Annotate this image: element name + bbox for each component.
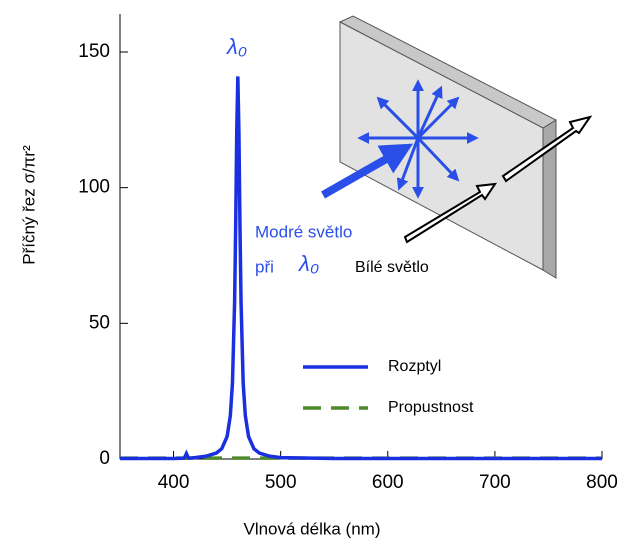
y-tick-label: 150 — [78, 41, 110, 62]
x-tick-label: 700 — [479, 472, 511, 493]
y-tick-label: 50 — [89, 312, 110, 333]
x-tick-label: 600 — [372, 472, 404, 493]
x-tick-label: 400 — [158, 472, 190, 493]
y-tick-label: 0 — [99, 448, 110, 469]
x-axis-label: Vlnová délka (nm) — [243, 519, 380, 538]
peak-label: λ₀ — [226, 34, 247, 59]
x-tick-label: 800 — [586, 472, 618, 493]
x-tick-label: 500 — [265, 472, 297, 493]
inset-illustration — [321, 15, 593, 279]
legend-label: Rozptyl — [388, 358, 441, 375]
series-line — [120, 76, 602, 461]
y-axis-label: Příčný řez σ/πr² — [19, 145, 38, 265]
annotation: při — [255, 257, 274, 276]
y-tick-label: 100 — [78, 177, 110, 198]
annotation: Modré světlo — [255, 222, 352, 241]
legend-label: Propustnost — [388, 399, 474, 416]
annotation: λ₀ — [298, 251, 319, 276]
annotation: Bílé světlo — [355, 259, 429, 276]
